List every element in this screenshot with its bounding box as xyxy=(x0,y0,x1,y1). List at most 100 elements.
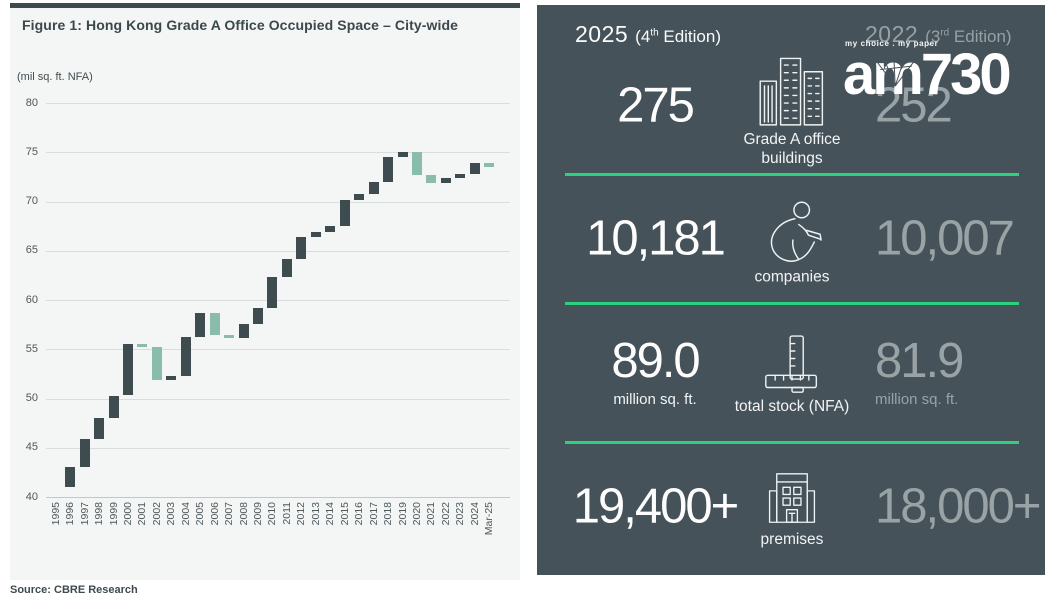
x-tick-label: 2016 xyxy=(353,502,366,526)
am730-logo: my choice . my paper am730 xyxy=(843,39,1012,107)
stat-value-2022: 10,007 xyxy=(875,211,1015,266)
gridline xyxy=(46,497,510,498)
waterfall-bar xyxy=(469,163,480,174)
waterfall-bar xyxy=(151,347,162,380)
divider-line xyxy=(565,302,1019,305)
y-tick-label: 75 xyxy=(25,145,38,158)
gridline xyxy=(46,300,510,301)
waterfall-chart: 80 75 70 65 60 55 50 45 40 1995 1996 1997 1998 1999 20… xyxy=(10,8,520,580)
waterfall-bar xyxy=(94,418,105,439)
x-tick-label: 2017 xyxy=(367,502,380,526)
x-tick-label: 2008 xyxy=(237,502,250,526)
stat-value-2022: 252 xyxy=(875,78,953,132)
stats-header-2022: 2022 (3rd Edition) xyxy=(865,21,1012,48)
x-tick-label: 2024 xyxy=(468,502,481,526)
waterfall-bar xyxy=(383,157,394,182)
x-tick-label: 2010 xyxy=(266,502,279,526)
waterfall-bar xyxy=(253,307,263,324)
waterfall-bar xyxy=(411,152,422,175)
stat-row-companies: 10,181 companies 10,007 xyxy=(537,176,1045,302)
y-tick-label: 50 xyxy=(25,392,38,404)
stat-value-2022: 18,000+ xyxy=(875,479,1042,534)
figure-panel: Figure 1: Hong Kong Grade A Office Occup… xyxy=(10,3,520,580)
waterfall-bar xyxy=(195,312,206,338)
stats-panel: 2025 (4th Edition) 2022 (3rd Edition) my c… xyxy=(537,5,1045,575)
x-tick-label: 2020 xyxy=(410,502,423,526)
waterfall-bar xyxy=(455,173,466,178)
y-tick-label: 65 xyxy=(25,244,38,257)
y-tick-label: 80 xyxy=(25,96,38,109)
waterfall-bar xyxy=(310,232,321,237)
x-tick-label: 2006 xyxy=(208,502,221,526)
y-tick-label: 55 xyxy=(25,342,38,355)
x-tick-label: 2022 xyxy=(439,502,452,526)
waterfall-bar xyxy=(426,174,437,183)
waterfall-bar xyxy=(209,312,220,336)
stats-header-2025: 2025 (4th Edition) xyxy=(575,21,721,48)
stat-value-2022-group: 81.9 million sq. ft. xyxy=(875,333,1045,407)
y-axis-unit-label: (mil sq. ft. NFA) xyxy=(17,71,93,83)
office-towers-icon xyxy=(759,57,824,126)
x-tick-label: 1998 xyxy=(93,502,106,526)
stat-value-2025: 89.0 xyxy=(611,333,700,388)
stat-value-2025: 10,181 xyxy=(586,211,726,266)
x-tick-label: 1999 xyxy=(107,502,120,526)
divider-line xyxy=(565,173,1019,176)
x-tick-label: 1995 xyxy=(49,502,62,526)
waterfall-bar xyxy=(339,199,350,227)
x-tick-label: 2004 xyxy=(179,502,192,526)
gridline xyxy=(46,349,510,351)
waterfall-bar xyxy=(108,395,119,419)
stat-value-2022: 81.9 xyxy=(875,333,964,388)
header-2022-year: 2022 xyxy=(865,21,919,47)
x-tick-label: Mar-25 xyxy=(483,502,496,536)
waterfall-bar xyxy=(238,323,249,339)
x-tick-label: 2019 xyxy=(396,502,409,526)
waterfall-bar xyxy=(122,344,133,395)
gridline xyxy=(46,447,510,449)
waterfall-bar xyxy=(397,152,408,158)
ruler-icon xyxy=(765,334,818,393)
stat-label: total stock (NFA) xyxy=(734,397,850,415)
waterfall-bar xyxy=(368,181,379,194)
stat-value-2025: 19,400+ xyxy=(572,479,740,534)
waterfall-bar xyxy=(137,344,148,348)
stat-row-buildings: 275 Grade A office buildings 252 xyxy=(537,33,1045,178)
premises-icon xyxy=(768,473,816,523)
stat-value-2025-group: 89.0 million sq. ft. xyxy=(545,333,765,408)
gridline xyxy=(46,250,510,252)
stat-unit-2025: million sq. ft. xyxy=(613,390,697,408)
header-2025-edition: (4th Edition) xyxy=(635,27,722,46)
y-tick-label: 40 xyxy=(25,490,38,503)
y-tick-label: 60 xyxy=(25,293,38,306)
stat-row-total-stock: 89.0 million sq. ft. total stock (NFA) 8… xyxy=(537,305,1045,438)
am730-logo-text: am730 xyxy=(843,42,1012,107)
stat-center-buildings: Grade A office buildings xyxy=(727,52,857,168)
x-tick-label: 2014 xyxy=(324,502,337,526)
company-person-icon xyxy=(770,201,822,262)
gridline xyxy=(46,201,510,203)
x-tick-label: 2005 xyxy=(194,502,207,526)
waterfall-bar xyxy=(267,277,278,308)
x-tick-label: 2007 xyxy=(223,502,236,526)
header-2025-year: 2025 xyxy=(575,21,629,47)
x-tick-label: 2000 xyxy=(121,502,134,526)
waterfall-bar xyxy=(79,438,90,468)
x-tick-label: 2003 xyxy=(165,502,178,526)
gridline xyxy=(46,103,510,104)
am730-tagline: my choice . my paper xyxy=(845,39,939,48)
waterfall-bar xyxy=(440,177,451,183)
stat-center-premises: premises xyxy=(727,471,857,549)
x-tick-label: 2012 xyxy=(295,502,308,526)
stat-row-premises: 19,400+ premises 18,000+ xyxy=(537,444,1045,570)
stat-label: Grade A office buildings xyxy=(743,130,841,167)
stat-center-companies: companies xyxy=(727,198,857,286)
source-note: Source: CBRE Research xyxy=(10,584,138,596)
x-tick-label: 2011 xyxy=(280,502,293,525)
figure-title: Figure 1: Hong Kong Grade A Office Occup… xyxy=(22,17,459,33)
x-tick-label: 2013 xyxy=(309,502,322,526)
x-tick-label: 2015 xyxy=(338,502,351,526)
x-tick-label: 2021 xyxy=(425,502,438,526)
waterfall-bar xyxy=(224,335,235,339)
